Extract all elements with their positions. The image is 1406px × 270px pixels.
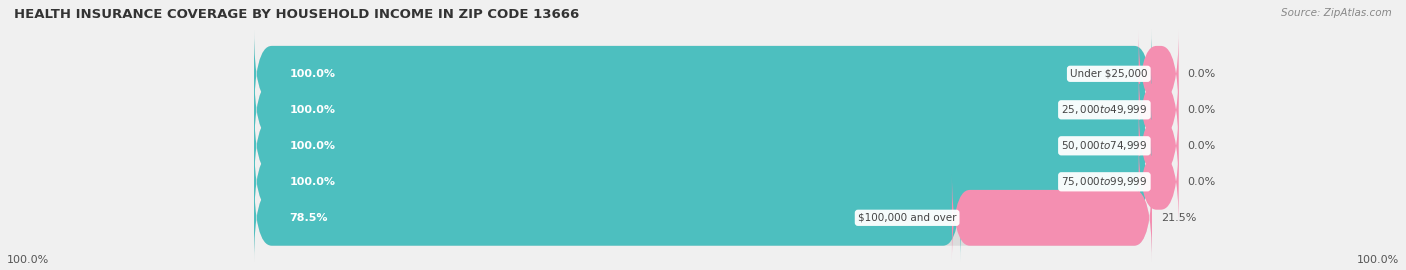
Text: 0.0%: 0.0% (1188, 177, 1216, 187)
FancyBboxPatch shape (254, 66, 1152, 154)
Text: 0.0%: 0.0% (1188, 141, 1216, 151)
FancyBboxPatch shape (254, 102, 1152, 190)
Text: Source: ZipAtlas.com: Source: ZipAtlas.com (1281, 8, 1392, 18)
Text: 100.0%: 100.0% (7, 255, 49, 265)
Text: 78.5%: 78.5% (290, 213, 328, 223)
Text: 100.0%: 100.0% (290, 105, 336, 115)
FancyBboxPatch shape (254, 174, 1152, 262)
Text: $25,000 to $49,999: $25,000 to $49,999 (1062, 103, 1147, 116)
Text: $100,000 and over: $100,000 and over (858, 213, 956, 223)
Text: 100.0%: 100.0% (290, 177, 336, 187)
Text: 21.5%: 21.5% (1161, 213, 1197, 223)
FancyBboxPatch shape (254, 102, 1152, 190)
Text: 100.0%: 100.0% (290, 69, 336, 79)
Text: HEALTH INSURANCE COVERAGE BY HOUSEHOLD INCOME IN ZIP CODE 13666: HEALTH INSURANCE COVERAGE BY HOUSEHOLD I… (14, 8, 579, 21)
Text: 0.0%: 0.0% (1188, 69, 1216, 79)
Text: 100.0%: 100.0% (1357, 255, 1399, 265)
Text: $50,000 to $74,999: $50,000 to $74,999 (1062, 139, 1147, 152)
Text: $75,000 to $99,999: $75,000 to $99,999 (1062, 175, 1147, 188)
FancyBboxPatch shape (254, 174, 960, 262)
FancyBboxPatch shape (254, 30, 1152, 118)
FancyBboxPatch shape (1139, 66, 1178, 154)
Text: 100.0%: 100.0% (290, 141, 336, 151)
FancyBboxPatch shape (1139, 30, 1178, 118)
FancyBboxPatch shape (254, 30, 1152, 118)
FancyBboxPatch shape (952, 174, 1152, 262)
FancyBboxPatch shape (254, 138, 1152, 226)
FancyBboxPatch shape (1139, 138, 1178, 226)
FancyBboxPatch shape (254, 138, 1152, 226)
Text: 0.0%: 0.0% (1188, 105, 1216, 115)
Text: Under $25,000: Under $25,000 (1070, 69, 1147, 79)
FancyBboxPatch shape (254, 66, 1152, 154)
FancyBboxPatch shape (1139, 102, 1178, 190)
